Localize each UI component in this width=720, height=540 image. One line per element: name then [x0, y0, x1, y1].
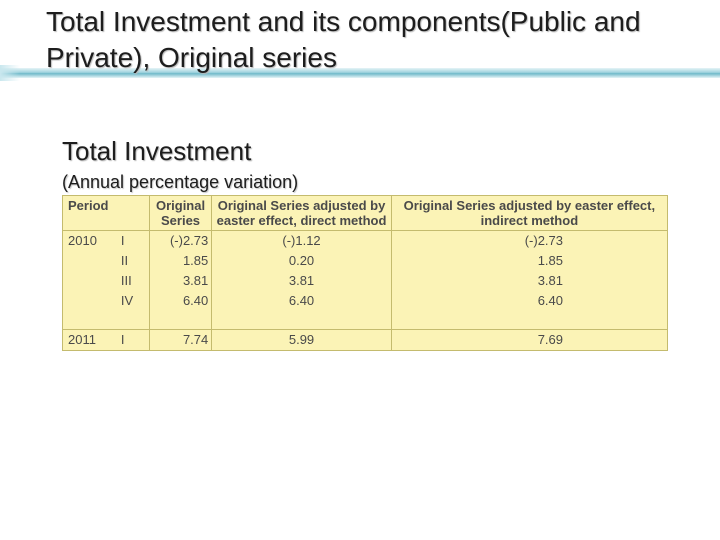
row-original-value: 1.85 — [148, 251, 212, 271]
row-direct-value: 6.40 — [211, 291, 392, 311]
row-direct-value: 3.81 — [211, 271, 392, 291]
row-original-value: 7.74 — [148, 329, 212, 351]
row-year — [61, 291, 118, 311]
row-direct-value: 0.20 — [211, 251, 392, 271]
row-indirect-value: (-)2.73 — [390, 230, 669, 251]
row-original-value: 3.81 — [148, 271, 212, 291]
row-quarter: IV — [120, 293, 134, 308]
row-indirect-value: 1.85 — [390, 251, 669, 271]
table-row: 2011 I 7.74 5.99 7.69 — [61, 329, 669, 351]
row-direct-value: 5.99 — [211, 329, 392, 351]
header-original-series: Original Series — [148, 195, 212, 231]
row-year — [61, 251, 118, 271]
section-subtitle: (Annual percentage variation) — [62, 172, 299, 192]
row-quarter: III — [120, 273, 132, 288]
row-direct-value: (-)1.12 — [211, 230, 392, 251]
table-row: II 1.85 0.20 1.85 — [61, 251, 669, 271]
row-original-value: (-)2.73 — [148, 230, 212, 251]
row-quarter: I — [120, 332, 125, 347]
table-row: III 3.81 3.81 3.81 — [61, 271, 669, 291]
slide-title: Total Investment and its components(Publ… — [46, 6, 641, 73]
title-accent-line — [0, 65, 720, 81]
row-year: 2011 — [61, 329, 118, 351]
row-indirect-value: 7.69 — [390, 329, 669, 351]
table-spacer-row — [62, 311, 669, 330]
table-header-row: Period Original Series Original Series a… — [62, 195, 669, 231]
row-indirect-value: 3.81 — [390, 271, 669, 291]
header-direct-method: Original Series adjusted by easter effec… — [211, 195, 392, 231]
section-title: Total Investment — [62, 136, 252, 166]
header-indirect-method: Original Series adjusted by easter effec… — [390, 195, 669, 231]
row-indirect-value: 6.40 — [390, 291, 669, 311]
row-quarter: II — [120, 253, 129, 268]
header-period: Period — [62, 195, 150, 231]
table-row: 2010 I (-)2.73 (-)1.12 (-)2.73 — [61, 230, 669, 251]
row-year: 2010 — [61, 230, 118, 251]
row-quarter: I — [120, 233, 125, 248]
table-row: IV 6.40 6.40 6.40 — [61, 291, 669, 311]
row-original-value: 6.40 — [148, 291, 212, 311]
row-year — [61, 271, 118, 291]
investment-table: Period Original Series Original Series a… — [61, 195, 669, 351]
